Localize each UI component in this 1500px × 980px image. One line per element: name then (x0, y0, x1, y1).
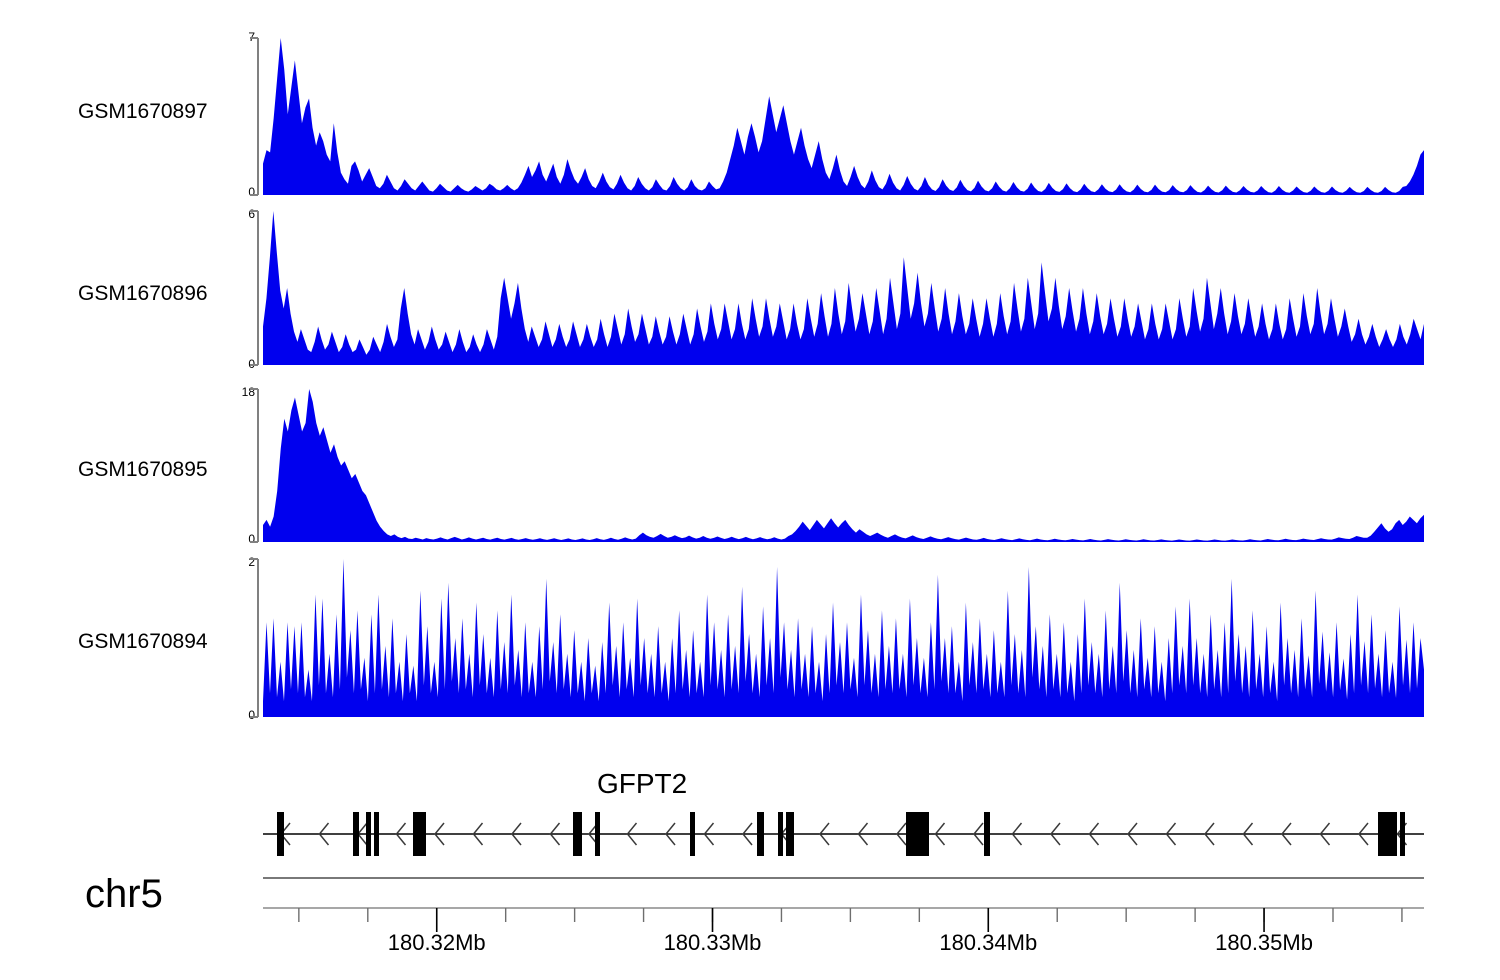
gene-model-svg[interactable] (0, 760, 1500, 900)
track-axis-3 (250, 558, 259, 718)
track-signal-svg-2 (250, 388, 1424, 543)
track-signal-path-1 (263, 211, 1424, 365)
track-signal-svg-3 (250, 558, 1424, 718)
track-label-0: GSM1670897 (78, 100, 208, 123)
track-signal-svg-0 (250, 37, 1424, 196)
chromosome-label: chr5 (85, 872, 163, 916)
track-label-1: GSM1670896 (78, 282, 208, 305)
gene-annotation-track: GFPT2 (0, 760, 1500, 900)
track-axis-min-0: 0 (248, 185, 255, 199)
signal-track: GSM1670896 6 0 (0, 205, 1500, 371)
gene-introns-and-arrows (263, 822, 1424, 846)
track-axis-2 (250, 388, 259, 543)
track-axis-0 (250, 37, 259, 196)
ruler-tick-label: 180.34Mb (939, 930, 1038, 955)
track-label-2: GSM1670895 (78, 458, 208, 481)
track-signal-path-2 (263, 389, 1424, 542)
signal-track: GSM1670895 18 0 (0, 383, 1500, 546)
ruler-tick-label: 180.32Mb (387, 930, 486, 955)
track-label-3: GSM1670894 (78, 630, 208, 653)
track-axis-max-1: 6 (248, 207, 255, 221)
track-signal-path-3 (263, 559, 1424, 717)
track-signal-svg-1 (250, 210, 1424, 366)
track-axis-min-3: 0 (248, 708, 255, 722)
ruler-svg (263, 907, 1424, 932)
track-signal-path-0 (263, 38, 1424, 195)
ruler-tick-labels: 180.32Mb 180.33Mb 180.34Mb 180.35Mb (0, 900, 1500, 980)
gene-name-label: GFPT2 (597, 768, 688, 799)
ruler-tick-label: 180.33Mb (663, 930, 762, 955)
coordinate-ruler[interactable]: 180.32Mb 180.33Mb 180.34Mb 180.35Mb (0, 900, 1500, 980)
signal-track: GSM1670894 2 0 (0, 553, 1500, 722)
gene-exons (277, 812, 1405, 856)
signal-track: GSM1670897 7 0 (0, 0, 1500, 200)
track-axis-max-3: 2 (248, 555, 255, 569)
ruler-ticks (298, 908, 1403, 932)
ruler-tick-label: 180.35Mb (1215, 930, 1313, 955)
track-axis-min-2: 0 (248, 532, 255, 546)
track-axis-1 (250, 210, 259, 366)
